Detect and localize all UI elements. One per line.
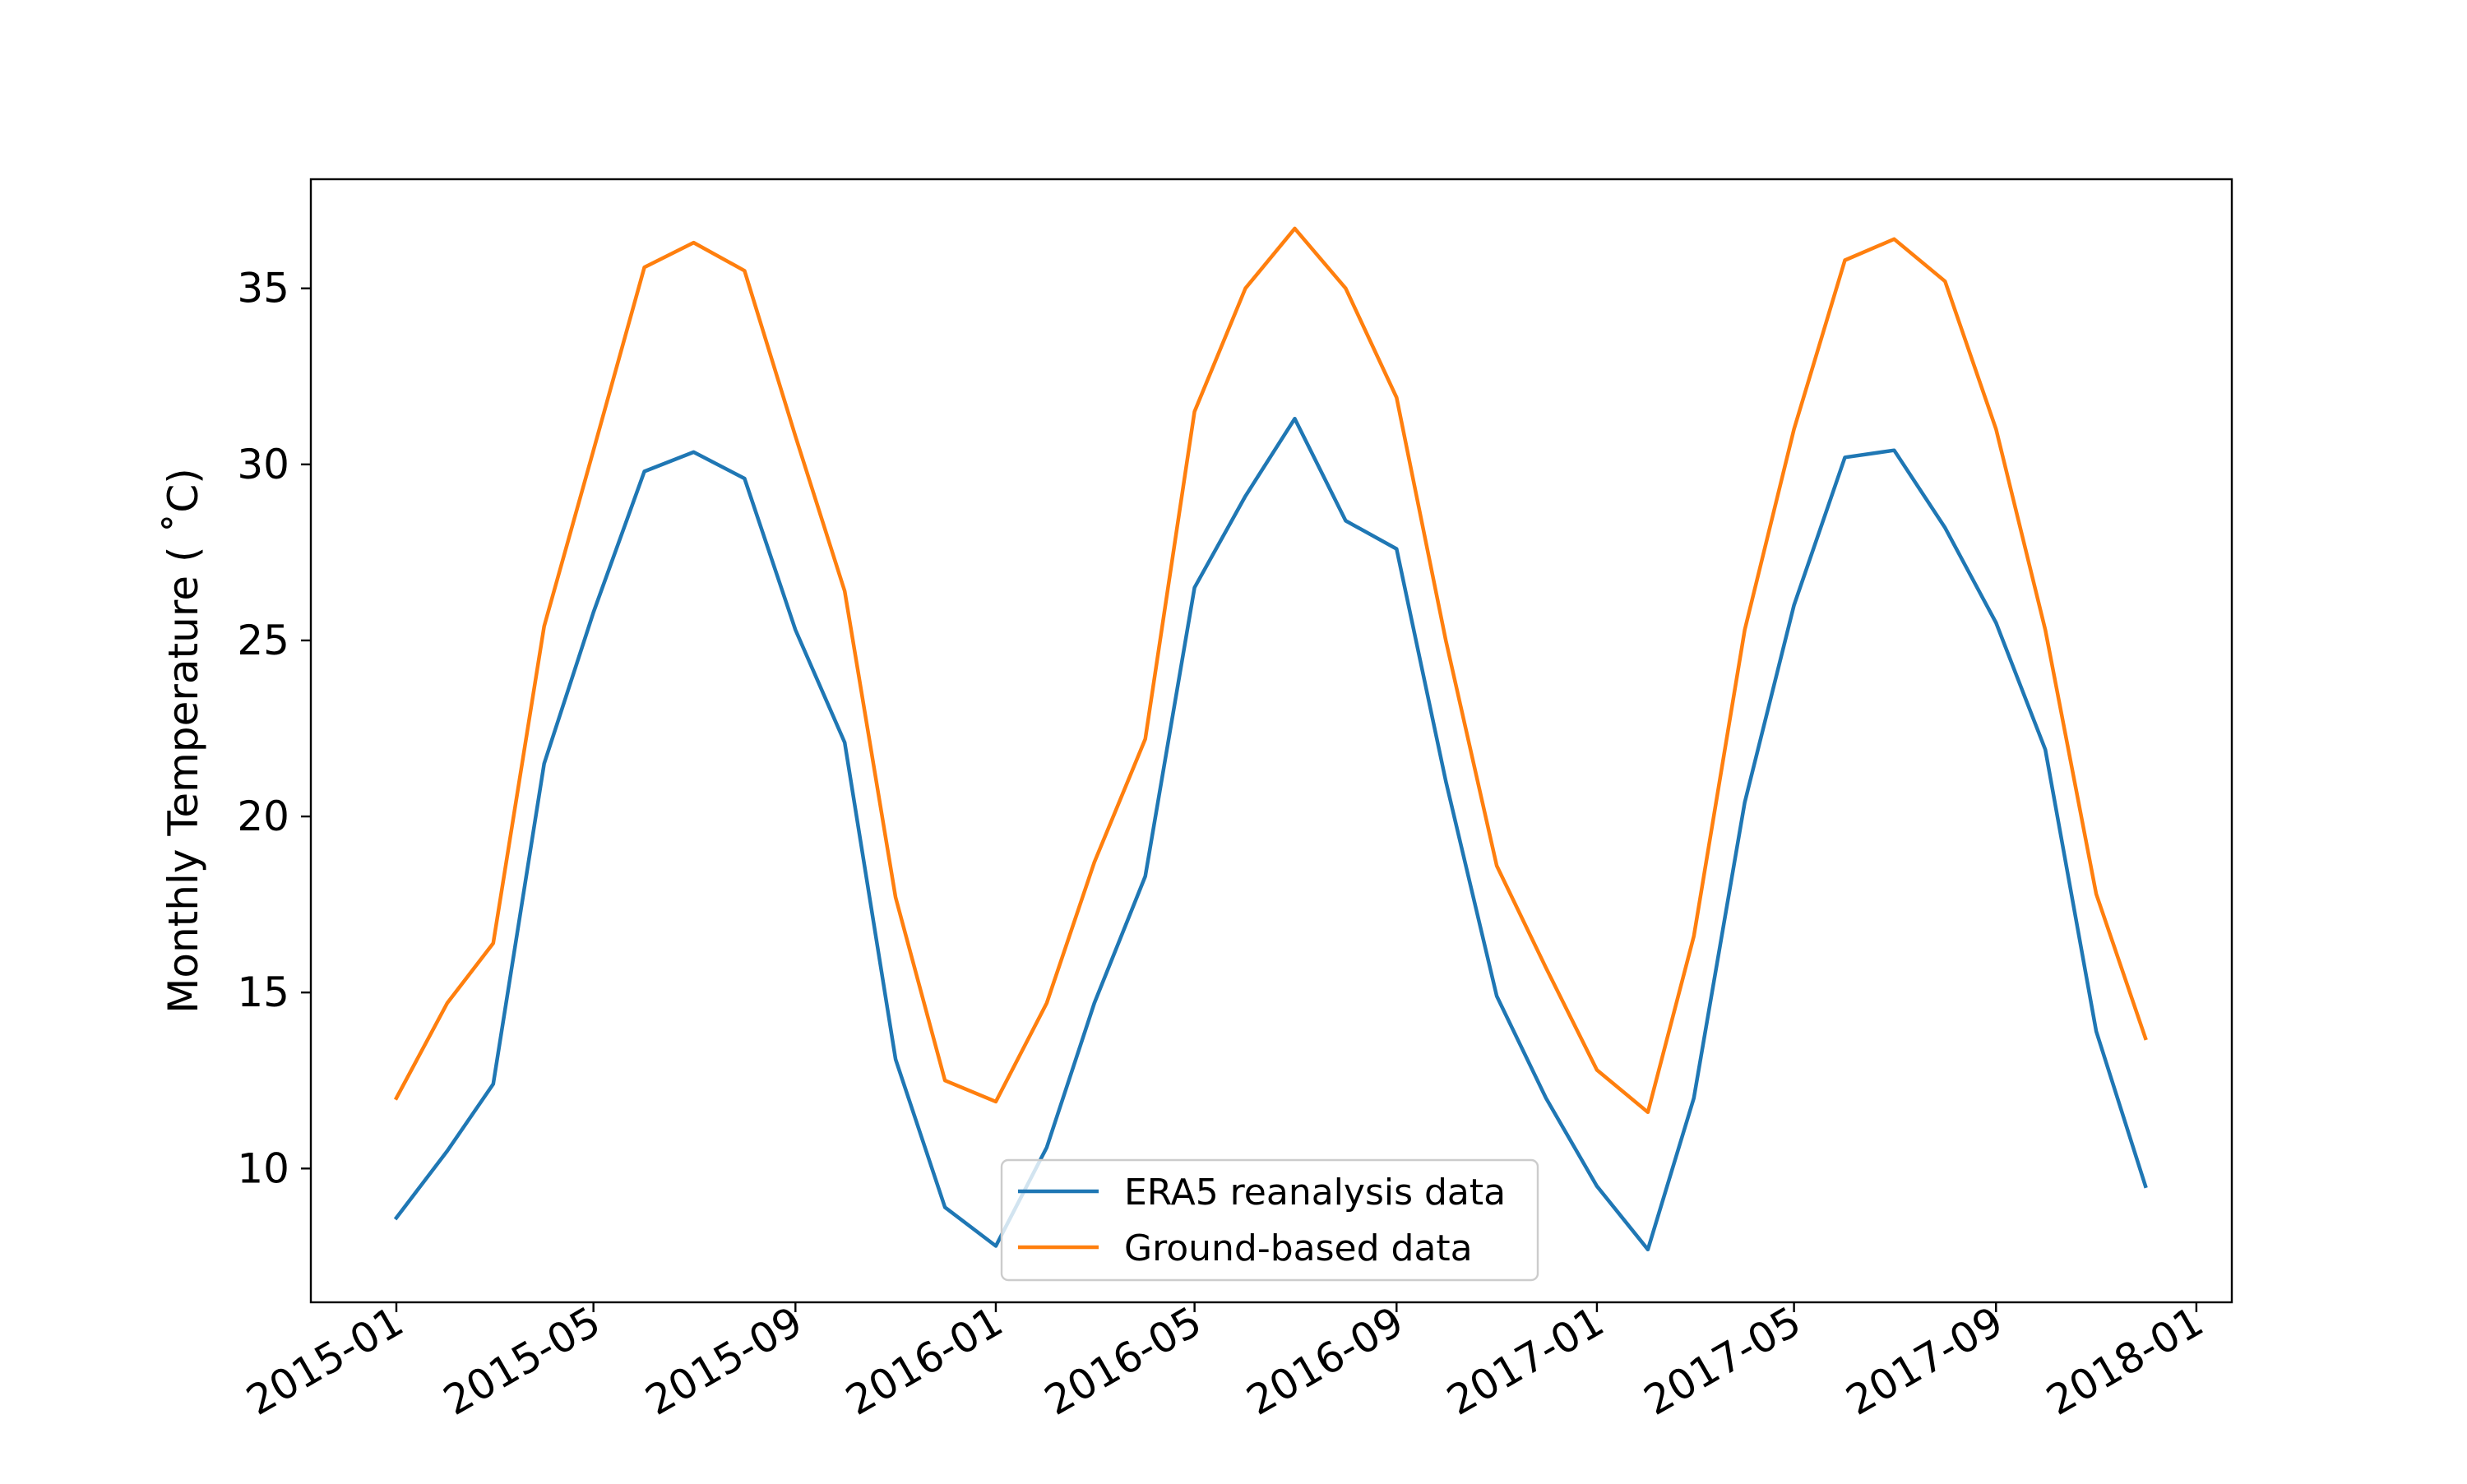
y-tick-label: 20	[237, 793, 289, 840]
series-layer	[393, 226, 2148, 1252]
legend-label-ground: Ground-based data	[1124, 1227, 1473, 1269]
plot-frame	[309, 178, 2233, 1304]
x-tick-label: 2016-01	[838, 1297, 1011, 1425]
y-axis-label: Monthly Temperature ( ˚C)	[160, 468, 207, 1014]
series-line-era5	[393, 416, 2148, 1252]
legend-label-era5: ERA5 reanalysis data	[1124, 1172, 1506, 1214]
y-tick-label: 15	[237, 969, 289, 1016]
y-axis: 10 15 20 25 30 35	[237, 265, 311, 1192]
x-tick-label: 2015-05	[436, 1297, 609, 1425]
y-tick-label: 35	[237, 265, 289, 312]
x-tick-label: 2016-05	[1037, 1297, 1210, 1425]
x-tick-label: 2015-01	[238, 1297, 411, 1425]
y-tick-label: 30	[237, 441, 289, 488]
legend: ERA5 reanalysis data Ground-based data	[1000, 1158, 1539, 1282]
x-tick-label: 2015-09	[637, 1297, 810, 1425]
legend-box	[1000, 1158, 1539, 1282]
x-tick-label: 2017-05	[1636, 1297, 1809, 1425]
x-tick-label: 2017-01	[1439, 1297, 1612, 1425]
x-axis: 2015-01 2015-05 2015-09 2016-01 2016-05 2016-…	[238, 1297, 2211, 1425]
y-tick-label: 25	[237, 617, 289, 664]
y-tick-label: 10	[237, 1144, 289, 1192]
x-tick-label: 2017-09	[1838, 1297, 2011, 1425]
x-tick-label: 2018-01	[2039, 1297, 2211, 1425]
x-tick-label: 2016-09	[1238, 1297, 1411, 1425]
series-line-ground	[393, 226, 2148, 1115]
